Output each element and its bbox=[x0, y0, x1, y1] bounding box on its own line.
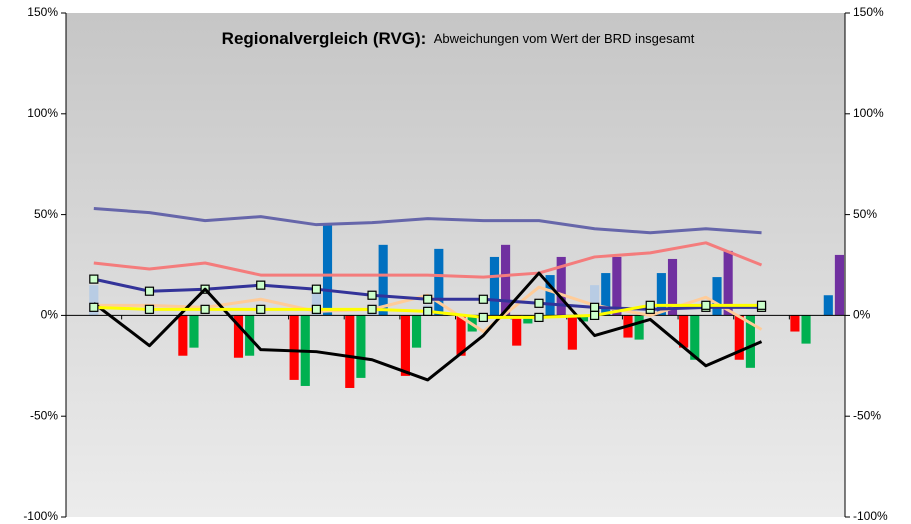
y-tick-label: 50% bbox=[34, 207, 58, 221]
bar bbox=[590, 285, 600, 316]
line-marker bbox=[311, 304, 321, 314]
bar bbox=[89, 285, 99, 316]
bar bbox=[378, 244, 388, 316]
y2-tick-label: 0% bbox=[853, 308, 871, 322]
bar bbox=[456, 315, 466, 356]
line-marker bbox=[367, 290, 377, 300]
line bbox=[92, 271, 763, 382]
bar bbox=[745, 315, 755, 368]
bar bbox=[356, 315, 366, 378]
line-marker bbox=[590, 302, 600, 312]
line-marker bbox=[701, 300, 711, 310]
y2-tick-label: 150% bbox=[853, 5, 884, 19]
bar bbox=[322, 224, 333, 316]
line-marker bbox=[756, 300, 767, 310]
bar bbox=[634, 315, 644, 340]
line-marker bbox=[590, 310, 600, 320]
bar bbox=[790, 315, 800, 332]
line bbox=[93, 207, 762, 235]
bar bbox=[567, 315, 577, 350]
bar bbox=[311, 291, 321, 316]
line-marker bbox=[534, 312, 544, 323]
bar bbox=[189, 315, 199, 348]
bar bbox=[578, 315, 589, 322]
bar bbox=[823, 295, 833, 316]
bar bbox=[712, 277, 722, 316]
bar bbox=[233, 315, 244, 358]
bar bbox=[400, 315, 410, 376]
line-marker bbox=[256, 304, 266, 314]
bar bbox=[656, 273, 666, 316]
bar bbox=[289, 315, 299, 380]
bar bbox=[523, 315, 533, 324]
bar bbox=[434, 248, 444, 316]
line-marker bbox=[423, 294, 433, 304]
y2-tick-label: 50% bbox=[853, 207, 877, 221]
bar bbox=[489, 256, 500, 316]
y2-tick-label: -100% bbox=[853, 509, 888, 523]
line-marker bbox=[144, 304, 155, 314]
bar bbox=[411, 315, 422, 348]
line-marker bbox=[256, 280, 266, 290]
line-marker bbox=[534, 298, 544, 308]
bar bbox=[545, 275, 555, 316]
y2-tick-label: 100% bbox=[853, 106, 884, 120]
y-tick-label: -50% bbox=[30, 408, 58, 422]
y-tick-label: 150% bbox=[27, 5, 58, 19]
line-marker bbox=[89, 302, 99, 312]
bar bbox=[501, 244, 511, 316]
y2-tick-label: -50% bbox=[853, 408, 881, 422]
line-marker bbox=[645, 300, 655, 310]
chart-title: Regionalvergleich (RVG): bbox=[222, 29, 427, 48]
line-marker bbox=[200, 304, 210, 314]
bar bbox=[734, 315, 744, 360]
bar bbox=[667, 258, 678, 316]
line-marker bbox=[311, 284, 321, 294]
y-tick-label: 100% bbox=[27, 106, 58, 120]
chart-subtitle: Abweichungen vom Wert der BRD insgesamt bbox=[434, 31, 695, 46]
line-marker bbox=[478, 294, 488, 304]
line-marker bbox=[367, 304, 377, 314]
y-tick-label: -100% bbox=[23, 509, 58, 523]
bar bbox=[612, 256, 622, 316]
chart-title-group: Regionalvergleich (RVG): Abweichungen vo… bbox=[222, 29, 695, 48]
bar bbox=[834, 254, 844, 316]
bar bbox=[178, 315, 188, 356]
bar bbox=[556, 256, 566, 316]
bar bbox=[801, 315, 811, 344]
line-marker bbox=[423, 306, 433, 316]
bar bbox=[601, 273, 611, 316]
bar bbox=[723, 250, 733, 316]
line-marker bbox=[144, 286, 155, 296]
bar bbox=[345, 315, 355, 388]
bar bbox=[690, 315, 700, 360]
line-marker bbox=[478, 312, 488, 323]
bar bbox=[679, 315, 689, 348]
line-marker bbox=[89, 274, 99, 284]
line bbox=[93, 241, 763, 279]
bar bbox=[512, 315, 522, 346]
y-tick-label: 0% bbox=[41, 308, 59, 322]
